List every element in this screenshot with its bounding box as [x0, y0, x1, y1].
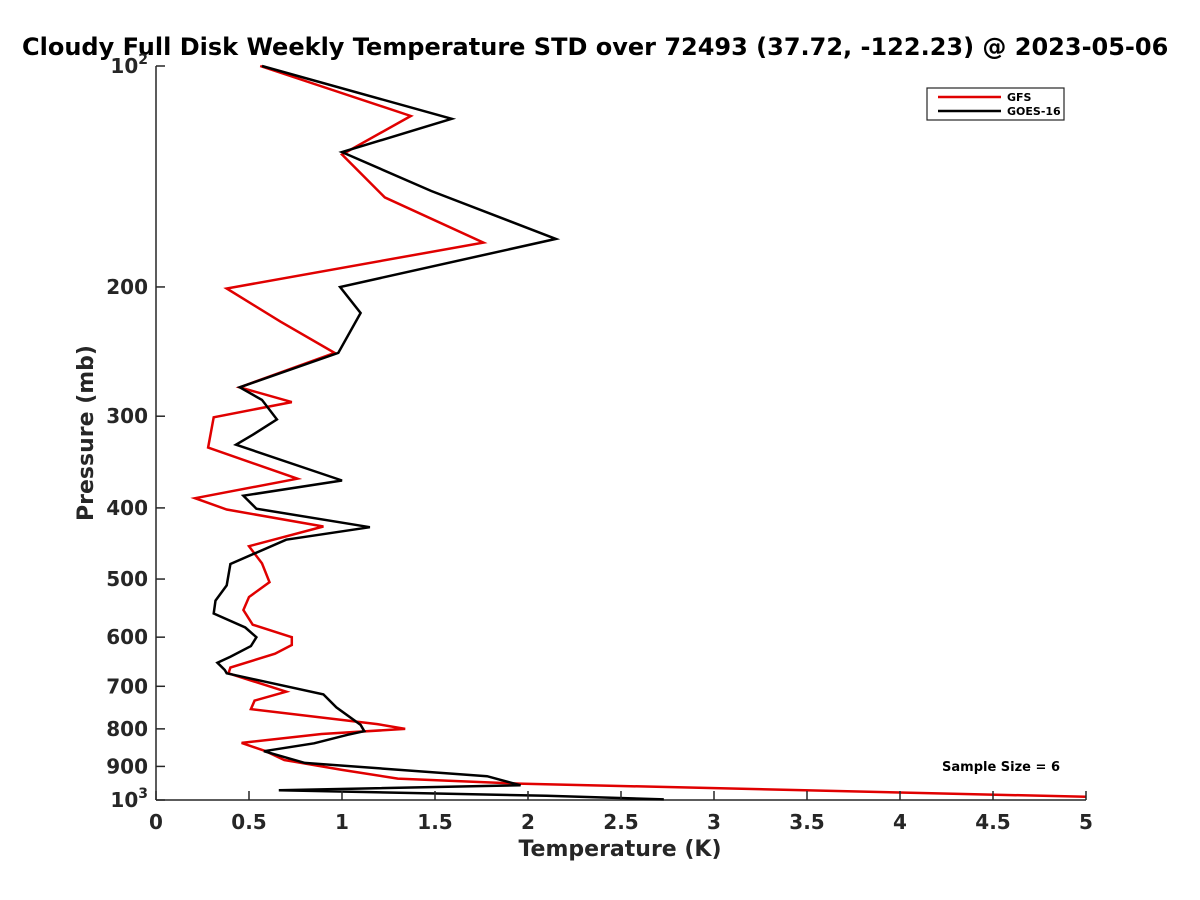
- x-tick-label: 3.5: [789, 810, 824, 834]
- sample-size-annotation: Sample Size = 6: [942, 760, 1060, 775]
- x-tick-label: 1.5: [417, 810, 452, 834]
- y-tick-base: 10: [110, 54, 138, 78]
- x-tick-label: 5: [1079, 810, 1093, 834]
- legend-entry: GOES-16: [1007, 105, 1061, 118]
- y-axis-label: Pressure (mb): [74, 345, 99, 521]
- x-tick-label: 2.5: [603, 810, 638, 834]
- x-axis-label: Temperature (K): [518, 837, 721, 862]
- x-tick-label: 1: [335, 810, 349, 834]
- x-tick-label: 0: [149, 810, 163, 834]
- legend-box: [926, 87, 1065, 121]
- x-tick-label: 0.5: [231, 810, 266, 834]
- y-tick-label: 400: [106, 496, 148, 520]
- series-line-goes-16: [212, 64, 664, 801]
- y-tick-label: 300: [106, 404, 148, 428]
- y-tick-label: 102: [110, 52, 148, 78]
- y-tick-label: 700: [106, 674, 148, 698]
- x-tick-label: 4.5: [975, 810, 1010, 834]
- y-tick-label: 800: [106, 717, 148, 741]
- y-tick-base: 10: [110, 788, 138, 812]
- y-tick-label: 900: [106, 754, 148, 778]
- y-tick-label: 600: [106, 625, 148, 649]
- x-tick-label: 3: [707, 810, 721, 834]
- legend-entry: GFS: [1007, 91, 1032, 104]
- y-tick-label: 500: [106, 567, 148, 591]
- y-tick-exponent: 3: [138, 786, 148, 802]
- x-tick-label: 4: [893, 810, 907, 834]
- series-line-gfs: [190, 64, 1087, 799]
- series-layer: [190, 64, 1087, 801]
- y-tick-label: 200: [106, 275, 148, 299]
- y-tick-label: 103: [110, 786, 148, 812]
- y-tick-exponent: 2: [138, 52, 148, 68]
- chart-title: Cloudy Full Disk Weekly Temperature STD …: [22, 33, 1168, 61]
- x-axis: 0 0.5 1 1.5 2 2.5 3 3.5 4 4.5 5: [149, 791, 1093, 834]
- x-tick-label: 2: [521, 810, 535, 834]
- plot-area: [155, 66, 1086, 801]
